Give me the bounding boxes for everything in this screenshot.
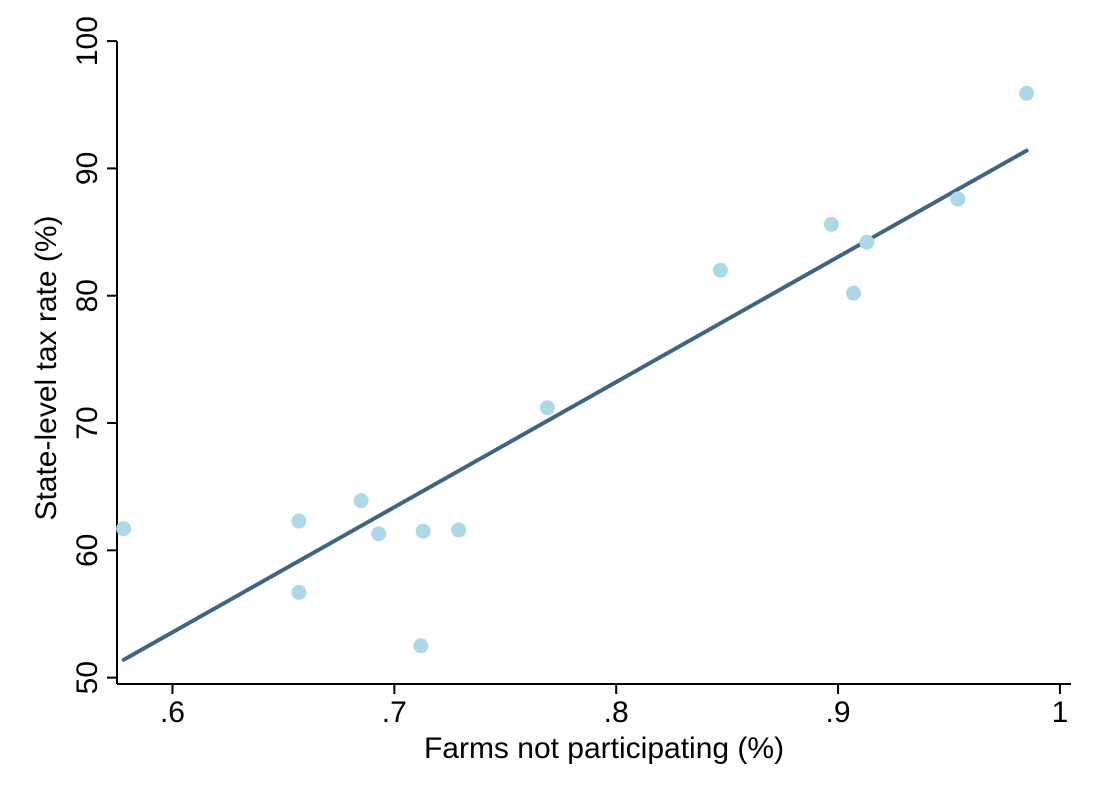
data-point: [1019, 85, 1035, 101]
y-tick-label: 70: [71, 406, 104, 439]
data-point: [859, 234, 875, 250]
y-tick-label: 60: [71, 534, 104, 567]
data-point: [291, 584, 307, 600]
data-point: [451, 522, 467, 538]
points-layer: [116, 85, 1035, 654]
data-point: [353, 493, 369, 509]
data-point: [116, 521, 132, 537]
x-axis-title: Farms not participating (%): [424, 732, 784, 765]
data-point: [950, 191, 966, 207]
y-tick-label: 100: [71, 16, 104, 66]
y-axis-title: State-level tax rate (%): [30, 215, 63, 520]
x-tick-label: .6: [160, 696, 185, 729]
data-point: [846, 285, 862, 301]
data-point: [413, 638, 429, 654]
y-ticks: 50 60 70 80 90 100: [71, 16, 117, 694]
x-tick-label: .9: [826, 696, 851, 729]
x-tick-label: .7: [382, 696, 407, 729]
fit-line-layer: [121, 148, 1029, 662]
data-point: [712, 262, 728, 278]
data-point: [539, 400, 555, 416]
y-tick-label: 90: [71, 152, 104, 185]
axes: [116, 41, 1071, 685]
data-point: [371, 526, 387, 542]
y-tick-label: 50: [71, 661, 104, 694]
data-point: [291, 513, 307, 529]
y-tick-label: 80: [71, 279, 104, 312]
data-point: [415, 523, 431, 539]
fitted-line: [121, 148, 1029, 662]
x-tick-label: .8: [604, 696, 629, 729]
data-point: [823, 216, 839, 232]
x-ticks: .6 .7 .8 .9 1: [160, 684, 1068, 729]
x-tick-label: 1: [1052, 696, 1069, 729]
